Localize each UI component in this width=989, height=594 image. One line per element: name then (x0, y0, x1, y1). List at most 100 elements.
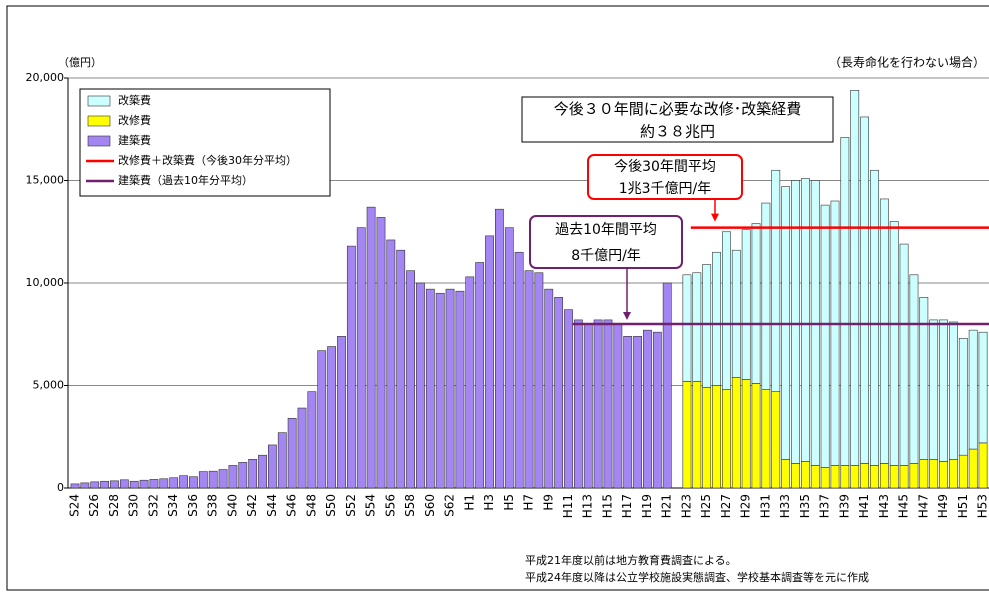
bar (741, 379, 751, 489)
subtitle: （長寿命化を行わない場合） (829, 55, 985, 70)
note: 平成21年度以前は地方教育費調査による。 (525, 553, 737, 567)
x-tick-label: S44 (265, 494, 279, 517)
x-tick-label: H49 (936, 494, 950, 518)
x-tick-label: S28 (107, 494, 121, 517)
legend-label: 改築費 (118, 93, 151, 107)
legend-label: 改修費＋改築費（今後30年分平均） (118, 153, 297, 167)
bar (850, 465, 860, 489)
bar (485, 235, 494, 489)
annotation-text: 8千億円/年 (571, 248, 641, 264)
bar (573, 319, 583, 489)
bar (771, 391, 781, 489)
bar (534, 272, 544, 489)
x-tick-label: H29 (739, 494, 753, 518)
annotation-text: 過去10年間平均 (555, 222, 657, 238)
note: 平成24年度以降は公立学校施設実態調査、学校基本調査等を元に作成 (525, 570, 869, 584)
annotation-text: 今後３０年間に必要な改修･改築経費 (554, 100, 802, 118)
bar (939, 319, 948, 462)
bar (100, 480, 110, 489)
bar (258, 454, 267, 489)
x-tick-label: H45 (897, 494, 911, 518)
x-tick-label: H19 (640, 494, 654, 518)
x-tick-label: H41 (857, 494, 871, 518)
x-tick-label: H53 (976, 494, 989, 518)
x-tick-label: H3 (482, 494, 496, 511)
bar (110, 480, 119, 489)
bar (317, 350, 327, 489)
legend-label: 建築費（過去10年分平均） (118, 173, 253, 187)
x-tick-label: H1 (462, 494, 476, 511)
bar (633, 335, 642, 489)
bar (682, 274, 692, 382)
bar (346, 245, 356, 489)
bar (731, 249, 741, 378)
bar (179, 475, 188, 489)
bar (870, 169, 879, 466)
x-tick-label: H43 (877, 494, 891, 518)
bar (169, 477, 179, 489)
annotation-box (587, 154, 743, 200)
bar (396, 249, 406, 489)
bar (909, 463, 919, 489)
bar (277, 432, 287, 489)
y-tick-label: 10,000 (26, 276, 65, 289)
x-tick-label: S40 (225, 494, 239, 517)
legend-label: 建築費 (118, 133, 151, 147)
bar (889, 221, 899, 466)
bar (455, 290, 465, 489)
bar (978, 331, 988, 444)
bar (761, 389, 771, 489)
bar (593, 319, 603, 489)
bar (564, 309, 573, 489)
bar (889, 465, 899, 489)
x-tick-label: S50 (324, 494, 338, 517)
bar (465, 276, 475, 489)
bar (810, 465, 820, 489)
bar (791, 180, 800, 464)
bar (386, 239, 396, 489)
bar (751, 383, 761, 489)
x-tick-label: S38 (206, 494, 220, 517)
annotation-text: 約３８兆円 (640, 122, 715, 140)
arrow-head (623, 312, 631, 320)
y-tick-label: 5,000 (33, 379, 65, 392)
bar (741, 229, 751, 380)
x-tick-label: H15 (600, 494, 614, 518)
x-tick-label: S60 (423, 494, 437, 517)
bar (366, 206, 376, 489)
bar (722, 231, 731, 390)
bar (909, 274, 919, 464)
bar (80, 482, 90, 489)
bar (218, 469, 228, 489)
bar (406, 270, 415, 489)
bar (958, 338, 968, 456)
annotation-box (529, 215, 683, 269)
arrow-head (711, 213, 719, 222)
bar (583, 323, 593, 489)
bar (949, 458, 958, 489)
bar (702, 264, 712, 388)
x-tick-label: S26 (87, 494, 101, 517)
bar (208, 470, 218, 489)
x-tick-label: S46 (285, 494, 299, 517)
bar (248, 458, 258, 489)
bar (820, 467, 830, 489)
bar (919, 458, 929, 489)
bar (119, 479, 129, 489)
x-tick-label: H17 (620, 494, 634, 518)
bar (445, 288, 455, 489)
bar (623, 335, 633, 489)
x-tick-label: H5 (502, 494, 516, 511)
y-tick-label: 0 (57, 481, 64, 494)
x-tick-label: S34 (166, 494, 180, 517)
bar (652, 331, 662, 489)
y-tick-label: 20,000 (26, 71, 65, 84)
bar (702, 387, 712, 489)
bar (761, 202, 771, 390)
bar (968, 448, 978, 489)
x-tick-label: S58 (403, 494, 417, 517)
bar (495, 208, 504, 489)
bar (830, 200, 840, 466)
x-tick-label: H27 (719, 494, 733, 518)
